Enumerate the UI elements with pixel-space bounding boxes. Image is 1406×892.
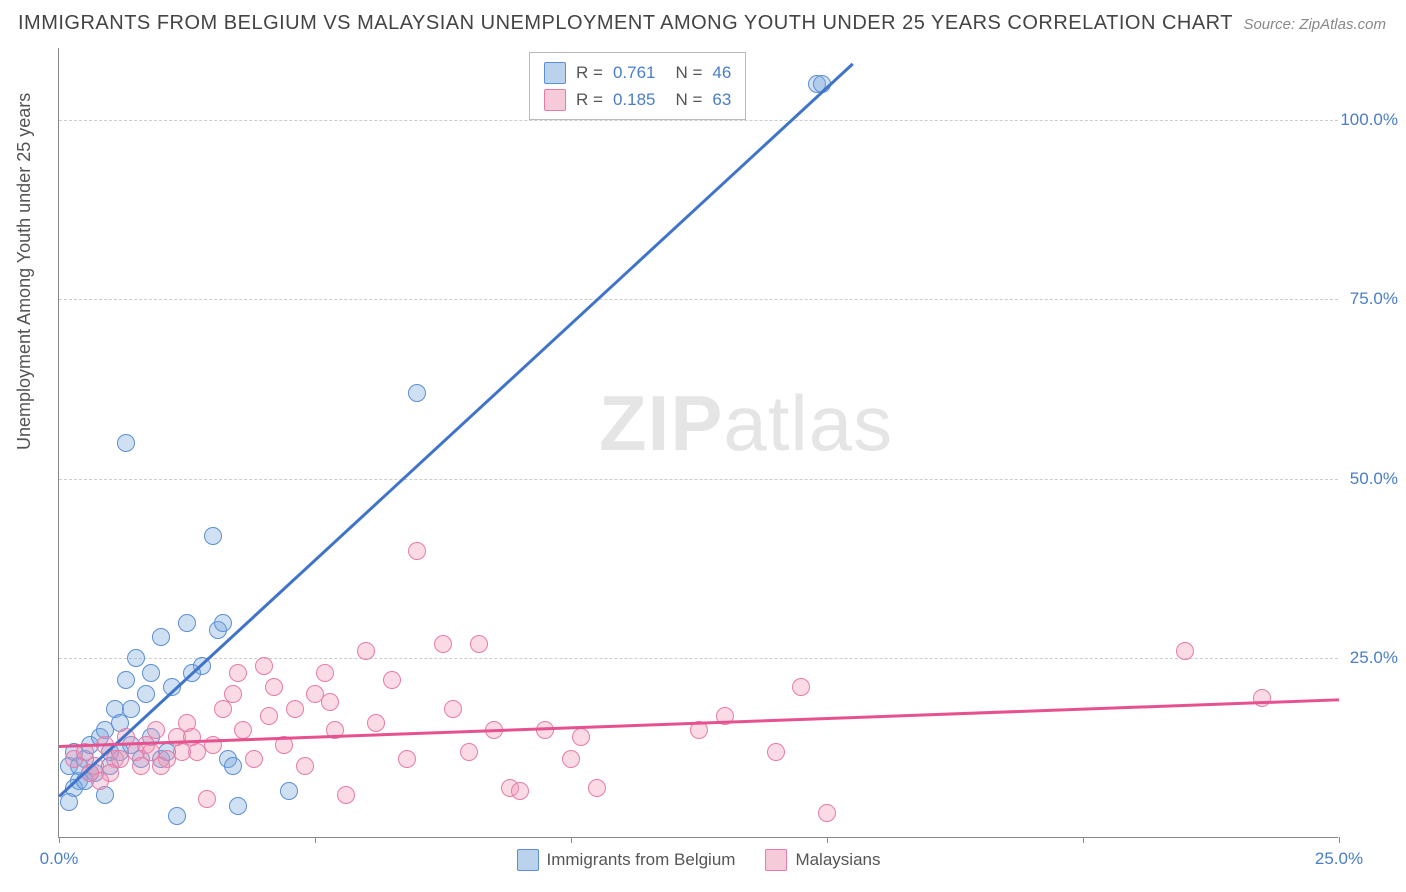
watermark-atlas: atlas <box>723 379 893 467</box>
chart-title: IMMIGRANTS FROM BELGIUM VS MALAYSIAN UNE… <box>18 12 1233 35</box>
data-point <box>117 434 135 452</box>
data-point <box>357 642 375 660</box>
data-point <box>536 721 554 739</box>
data-point <box>229 664 247 682</box>
legend-r-label: R = <box>576 86 603 113</box>
data-point <box>111 750 129 768</box>
legend-n-value: 46 <box>712 59 731 86</box>
data-point <box>234 721 252 739</box>
x-tick-label: 25.0% <box>1315 849 1363 869</box>
legend-item: Immigrants from Belgium <box>517 849 736 871</box>
data-point <box>122 700 140 718</box>
gridline-horizontal <box>59 299 1338 300</box>
x-tick-mark <box>827 837 828 843</box>
data-point <box>572 728 590 746</box>
x-tick-mark <box>315 837 316 843</box>
x-tick-mark <box>1083 837 1084 843</box>
data-point <box>168 807 186 825</box>
data-point <box>127 649 145 667</box>
data-point <box>588 779 606 797</box>
legend-stats: R = 0.761 N = 46 R = 0.185 N = 63 <box>529 52 746 120</box>
legend-label: Malaysians <box>795 850 880 870</box>
legend-swatch <box>765 849 787 871</box>
data-point <box>296 757 314 775</box>
data-point <box>321 693 339 711</box>
data-point <box>1253 689 1271 707</box>
legend-swatch <box>544 89 566 111</box>
x-tick-mark <box>59 837 60 843</box>
data-point <box>818 804 836 822</box>
data-point <box>137 685 155 703</box>
legend-swatch <box>517 849 539 871</box>
x-tick-label: 0.0% <box>40 849 79 869</box>
data-point <box>562 750 580 768</box>
data-point <box>511 782 529 800</box>
data-point <box>183 728 201 746</box>
data-point <box>198 790 216 808</box>
y-tick-label: 50.0% <box>1350 469 1398 489</box>
data-point <box>260 707 278 725</box>
data-point <box>224 685 242 703</box>
data-point <box>408 384 426 402</box>
data-point <box>767 743 785 761</box>
y-axis-label: Unemployment Among Youth under 25 years <box>14 93 35 450</box>
x-tick-mark <box>571 837 572 843</box>
trend-line <box>58 63 853 797</box>
legend-stats-row: R = 0.761 N = 46 <box>544 59 731 86</box>
y-tick-label: 100.0% <box>1340 110 1398 130</box>
legend-swatch <box>544 62 566 84</box>
data-point <box>280 782 298 800</box>
data-point <box>245 750 263 768</box>
x-tick-mark <box>1339 837 1340 843</box>
data-point <box>178 614 196 632</box>
legend-n-value: 63 <box>712 86 731 113</box>
data-point <box>142 664 160 682</box>
data-point <box>408 542 426 560</box>
trend-line <box>59 698 1339 747</box>
data-point <box>229 797 247 815</box>
legend-r-value: 0.185 <box>613 86 656 113</box>
gridline-horizontal <box>59 479 1338 480</box>
legend-n-label: N = <box>675 59 702 86</box>
data-point <box>383 671 401 689</box>
legend-n-label: N = <box>675 86 702 113</box>
plot-area: ZIPatlas 25.0%50.0%75.0%100.0%0.0%25.0%R… <box>58 48 1338 838</box>
legend-label: Immigrants from Belgium <box>547 850 736 870</box>
source-credit: Source: ZipAtlas.com <box>1243 16 1386 33</box>
data-point <box>147 721 165 739</box>
data-point <box>398 750 416 768</box>
data-point <box>214 614 232 632</box>
data-point <box>265 678 283 696</box>
data-point <box>470 635 488 653</box>
data-point <box>367 714 385 732</box>
legend-r-value: 0.761 <box>613 59 656 86</box>
y-tick-label: 75.0% <box>1350 289 1398 309</box>
data-point <box>337 786 355 804</box>
legend-series: Immigrants from Belgium Malaysians <box>517 849 881 871</box>
data-point <box>60 793 78 811</box>
data-point <box>792 678 810 696</box>
data-point <box>316 664 334 682</box>
watermark: ZIPatlas <box>599 378 893 469</box>
data-point <box>444 700 462 718</box>
data-point <box>1176 642 1194 660</box>
data-point <box>434 635 452 653</box>
watermark-zip: ZIP <box>599 379 723 467</box>
data-point <box>152 628 170 646</box>
legend-stats-row: R = 0.185 N = 63 <box>544 86 731 113</box>
data-point <box>204 527 222 545</box>
gridline-horizontal <box>59 658 1338 659</box>
data-point <box>255 657 273 675</box>
data-point <box>286 700 304 718</box>
data-point <box>224 757 242 775</box>
chart-container: IMMIGRANTS FROM BELGIUM VS MALAYSIAN UNE… <box>0 0 1406 892</box>
data-point <box>460 743 478 761</box>
legend-item: Malaysians <box>765 849 880 871</box>
data-point <box>117 671 135 689</box>
legend-r-label: R = <box>576 59 603 86</box>
y-tick-label: 25.0% <box>1350 648 1398 668</box>
data-point <box>142 743 160 761</box>
